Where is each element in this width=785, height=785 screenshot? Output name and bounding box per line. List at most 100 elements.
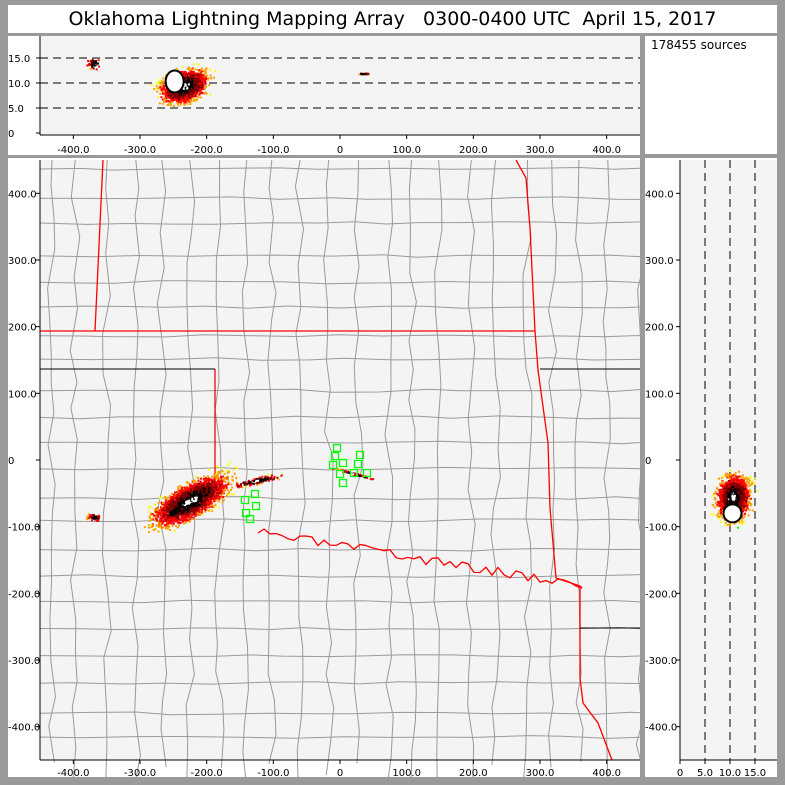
lightning-source-point [167,91,170,93]
lightning-source-point [184,514,187,517]
lightning-source-point [166,92,169,95]
lightning-source-point [157,513,160,516]
lightning-source-point [185,507,188,510]
lightning-source-point [169,508,172,511]
lightning-source-point [186,513,189,516]
lightning-source-point [201,91,204,94]
lightning-source-point [189,489,192,492]
lightning-source-point [186,84,189,87]
lightning-source-point [160,96,163,99]
lightning-source-point [199,487,202,490]
county-line [69,159,81,783]
lightning-source-point [245,483,248,486]
lightning-source-point [199,71,202,74]
lightning-source-point [163,519,166,522]
lightning-source-point [197,80,200,83]
lightning-source-point [167,104,170,107]
county-line [39,681,646,685]
lightning-source-point [167,94,170,97]
lightning-source-point [159,523,162,526]
lightning-source-point [209,485,212,488]
lightning-source-point [180,98,183,101]
lightning-source-point [153,503,156,506]
lightning-source-point [169,522,172,525]
lightning-source-point [186,510,189,513]
lightning-source-point [157,525,160,528]
county-line [39,547,667,552]
lightning-source-point [199,87,202,90]
plot-area [40,36,640,135]
lightning-source-point [172,496,175,499]
lightning-source-point [215,471,218,474]
lightning-source-point [186,102,189,105]
lightning-source-point [169,95,172,98]
lightning-source-point [181,519,184,521]
lightning-source-point [198,488,201,491]
lightning-source-point [220,476,223,479]
county-boundaries [39,159,675,785]
lightning-source-point [188,490,191,493]
lightning-source-point [183,493,186,496]
lightning-source-point [219,488,221,490]
lightning-source-point [90,60,93,63]
lightning-source-point [201,76,204,79]
lightning-source-point [737,526,739,529]
lightning-source-point [238,485,241,487]
lightning-source-point [197,506,200,509]
lightning-source-point [168,495,171,498]
lightning-source-point [216,474,219,477]
lightning-source-point [160,517,163,520]
lightning-source-point [164,511,167,514]
lightning-source-point [151,524,154,527]
lightning-source-point [208,482,211,485]
lightning-source-point [232,469,235,472]
lightning-source-point [219,490,222,493]
lightning-source-point [218,490,221,493]
lightning-source-point [197,477,200,479]
lightning-source-point [204,481,207,484]
lightning-source-point [179,489,182,492]
lightning-source-point [159,520,162,522]
lightning-source-point [163,101,165,104]
lightning-source-point [179,485,182,488]
lightning-source-point [188,68,191,71]
lightning-source-point [153,511,156,513]
lightning-source-point [182,92,185,95]
lightning-source-point [206,478,209,481]
lightning-source-point [199,78,202,81]
lightning-source-point [184,490,187,493]
lightning-source-point [236,483,239,486]
x-tick-label: 100.0 [392,768,421,777]
lightning-source-point [187,76,190,79]
lightning-source-point [184,102,187,104]
lightning-source-point [198,513,201,515]
lightning-source-point [741,520,743,523]
lightning-source-point [205,498,208,501]
lightning-source-point [150,506,153,509]
lightning-source-point [189,483,192,486]
lightning-source-point [270,477,273,480]
lightning-source-point [191,510,194,513]
lightning-source-point [225,486,228,489]
lightning-source-point [187,94,190,97]
lightning-source-point [165,503,168,506]
lightning-source-point [201,509,203,512]
county-line [406,159,417,785]
lightning-source-point [171,525,174,527]
lightning-source-point [207,485,210,488]
lightning-source-point [171,498,174,501]
lightning-source-point [719,505,722,508]
lightning-source-point [199,500,202,503]
lightning-source-point [199,505,202,508]
lightning-source-point [184,511,187,514]
chart-title: Oklahoma Lightning Mapping Array 0300-04… [8,5,777,33]
lightning-source-point [155,87,158,90]
lightning-source-point [181,66,184,69]
lightning-source-point [200,91,203,94]
lightning-source-point [181,520,184,523]
lightning-source-point [184,78,186,81]
lightning-source-point [178,521,181,524]
lightning-source-point [203,85,206,88]
lightning-source-point [165,88,168,91]
state-border-colorado-kansas [94,159,104,332]
